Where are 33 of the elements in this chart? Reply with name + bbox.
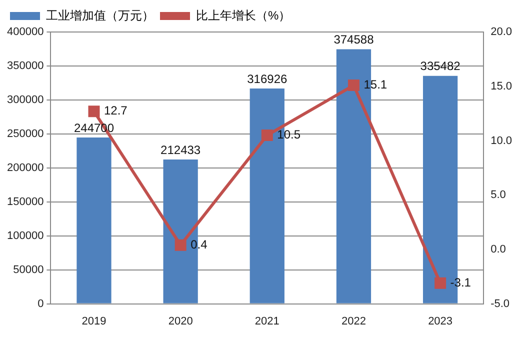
y2-tick-label: 15.0 bbox=[490, 80, 512, 92]
data-label: 316926 bbox=[247, 72, 288, 86]
x-tick-label: 2019 bbox=[82, 315, 106, 328]
data-label: 335482 bbox=[420, 59, 461, 74]
y-tick-label: 150000 bbox=[6, 196, 44, 208]
x-tick-label: 2023 bbox=[428, 315, 453, 328]
legend-label: 工业增加值（万元） bbox=[46, 8, 154, 22]
y2-tick-label: 0.0 bbox=[490, 243, 506, 256]
y-tick-label: 100000 bbox=[6, 230, 44, 242]
data-label: 374588 bbox=[334, 32, 374, 47]
y2-tick-label: 5.0 bbox=[490, 189, 506, 202]
y-tick-label: 350000 bbox=[6, 60, 44, 72]
point bbox=[88, 106, 100, 118]
y-tick-label: 50000 bbox=[13, 264, 44, 276]
x-tick-label: 2022 bbox=[341, 315, 366, 328]
point bbox=[348, 80, 360, 92]
y2-tick-label: 10.0 bbox=[490, 134, 512, 147]
x-tick-label: 2021 bbox=[254, 315, 280, 328]
legend-label: 比上年增长（%） bbox=[196, 8, 291, 22]
point bbox=[434, 277, 446, 289]
point bbox=[174, 239, 186, 251]
x-tick-label: 2020 bbox=[168, 315, 193, 328]
data-label: 12.7 bbox=[104, 104, 128, 118]
y-tick-label: 400000 bbox=[6, 26, 44, 38]
data-label: 212433 bbox=[160, 142, 201, 157]
point bbox=[261, 130, 273, 142]
y2-tick-label: 20.0 bbox=[490, 26, 512, 38]
y-tick-label: 300000 bbox=[6, 94, 44, 106]
y2-tick-label: -5.0 bbox=[490, 298, 510, 310]
y-tick-label: 0 bbox=[38, 298, 44, 310]
bar bbox=[76, 138, 112, 304]
y-tick-label: 250000 bbox=[6, 128, 44, 140]
y-tick-label: 200000 bbox=[6, 162, 44, 174]
